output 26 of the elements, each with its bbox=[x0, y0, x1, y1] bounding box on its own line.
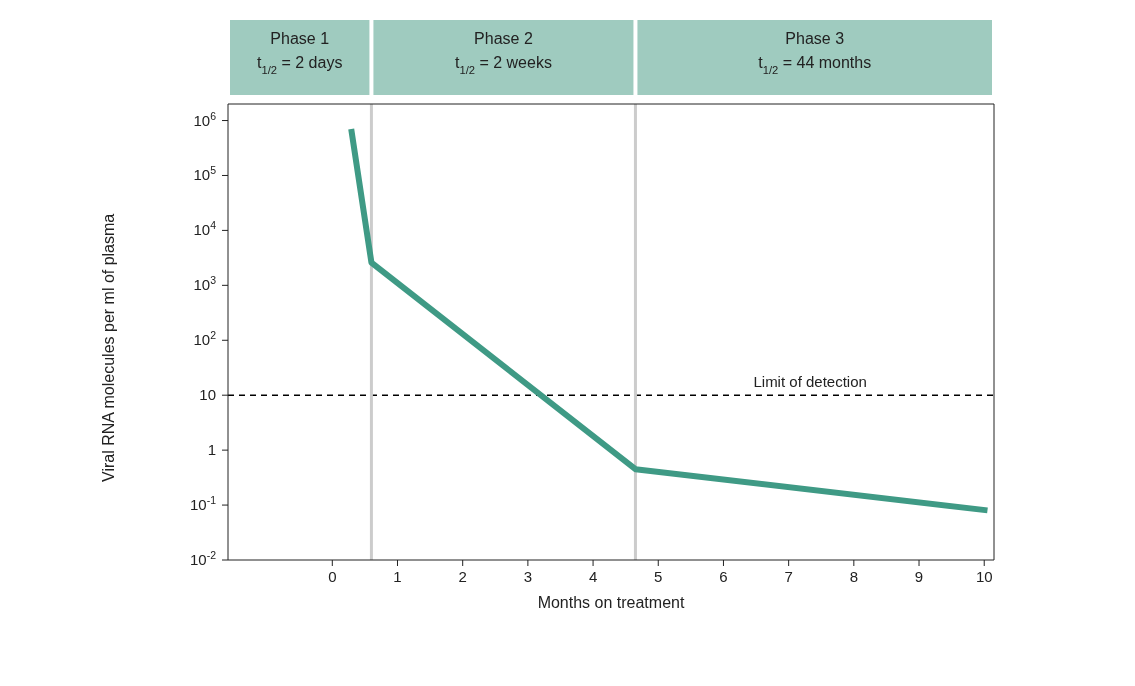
x-tick-label: 7 bbox=[784, 568, 793, 585]
y-tick-label: 10$^{4}$ bbox=[193, 219, 217, 239]
x-tick-label: 4 bbox=[588, 568, 598, 585]
y-tick-label: 10$^{5}$ bbox=[193, 164, 217, 184]
x-axis-title: Months on treatment bbox=[537, 594, 685, 611]
y-tick-label: 10 bbox=[199, 386, 216, 404]
x-tick-label: 5 bbox=[654, 568, 663, 585]
y-tick-label: 10$^{-2}$ bbox=[189, 549, 217, 568]
x-tick-label: 10 bbox=[975, 568, 993, 585]
y-tick-label: 10$^{2}$ bbox=[193, 329, 217, 349]
ref-line-label: Limit of detection bbox=[753, 373, 867, 391]
y-tick-label: 10$^{3}$ bbox=[193, 274, 217, 294]
y-tick-label: 10$^{-1}$ bbox=[189, 494, 217, 514]
text: Phase 2 t$_{1/2}$ = 2 weeks bbox=[454, 30, 552, 76]
x-tick-label: 9 bbox=[914, 568, 924, 585]
y-axis-title: Viral RNA molecules per ml of plasma bbox=[99, 213, 117, 482]
text: Phase 3 t$_{1/2}$ = 44 months bbox=[758, 30, 872, 76]
x-tick-label: 1 bbox=[393, 568, 402, 585]
x-tick-label: 0 bbox=[328, 568, 337, 585]
x-tick-label: 2 bbox=[458, 568, 467, 585]
x-tick-label: 8 bbox=[849, 568, 859, 585]
y-tick-label: 10$^{6}$ bbox=[193, 109, 217, 129]
y-tick-label: 1 bbox=[207, 441, 216, 459]
x-tick-label: 6 bbox=[719, 568, 728, 585]
x-tick-label: 3 bbox=[523, 568, 533, 585]
text: Phase 1 t$_{1/2}$ = 2 days bbox=[257, 30, 343, 76]
